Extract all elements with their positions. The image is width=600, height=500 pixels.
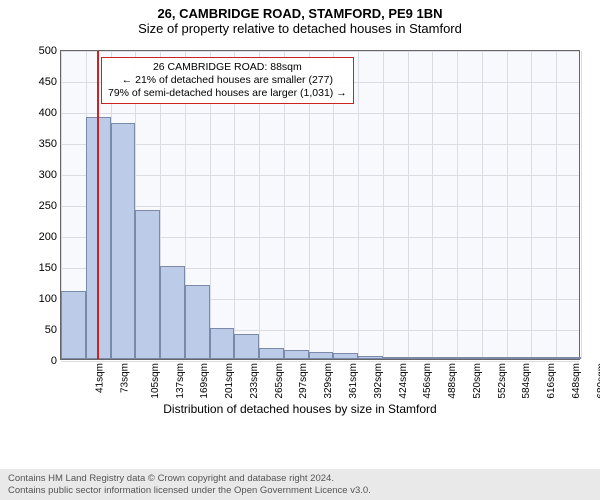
plot-area: 05010015020025030035040045050041sqm73sqm… <box>60 50 580 360</box>
y-tick: 100 <box>39 293 57 305</box>
page-subtitle: Size of property relative to detached ho… <box>0 21 600 36</box>
annot-line3: 79% of semi-detached houses are larger (… <box>108 87 347 100</box>
x-tick: 648sqm <box>571 363 582 399</box>
gridline-v <box>507 51 508 359</box>
x-tick: 488sqm <box>447 363 458 399</box>
annot-line2: ← 21% of detached houses are smaller (27… <box>108 74 347 87</box>
histogram-bar <box>507 357 532 359</box>
x-tick: 265sqm <box>274 363 285 399</box>
gridline-v <box>432 51 433 359</box>
x-tick: 233sqm <box>249 363 260 399</box>
x-tick: 73sqm <box>120 363 131 393</box>
histogram-bar <box>309 352 334 359</box>
gridline-h <box>61 144 579 145</box>
gridline-h <box>61 51 579 52</box>
x-tick: 584sqm <box>521 363 532 399</box>
histogram-bar <box>333 353 358 359</box>
histogram-bar <box>135 210 160 359</box>
x-tick: 137sqm <box>175 363 186 399</box>
x-tick: 41sqm <box>95 363 106 393</box>
y-tick: 200 <box>39 231 57 243</box>
property-marker-line <box>97 51 99 359</box>
gridline-v <box>457 51 458 359</box>
histogram-bar <box>556 357 581 359</box>
annot-line1: 26 CAMBRIDGE ROAD: 88sqm <box>108 61 347 74</box>
histogram-bar <box>383 357 408 359</box>
histogram-bar <box>284 350 309 359</box>
gridline-h <box>61 361 579 362</box>
x-tick: 616sqm <box>546 363 557 399</box>
histogram-bar <box>111 123 136 359</box>
y-tick: 500 <box>39 45 57 57</box>
marker-annotation: 26 CAMBRIDGE ROAD: 88sqm ← 21% of detach… <box>101 57 354 104</box>
gridline-v <box>408 51 409 359</box>
x-tick: 520sqm <box>472 363 483 399</box>
y-tick: 250 <box>39 200 57 212</box>
y-tick: 450 <box>39 76 57 88</box>
x-tick: 329sqm <box>323 363 334 399</box>
histogram-bar <box>160 266 185 359</box>
x-tick: 552sqm <box>497 363 508 399</box>
histogram-bar <box>234 334 259 359</box>
gridline-h <box>61 175 579 176</box>
gridline-v <box>581 51 582 359</box>
x-tick: 169sqm <box>200 363 211 399</box>
x-tick: 105sqm <box>150 363 161 399</box>
histogram-bar <box>61 291 86 359</box>
histogram-chart: Number of detached properties 0501001502… <box>0 42 600 442</box>
page-title: 26, CAMBRIDGE ROAD, STAMFORD, PE9 1BN <box>0 6 600 21</box>
x-tick: 361sqm <box>348 363 359 399</box>
y-tick: 400 <box>39 107 57 119</box>
gridline-v <box>556 51 557 359</box>
histogram-bar <box>531 357 556 359</box>
gridline-v <box>531 51 532 359</box>
footer-line1: Contains HM Land Registry data © Crown c… <box>8 473 592 484</box>
histogram-bar <box>210 328 235 359</box>
y-tick: 50 <box>45 324 57 336</box>
footer-line2: Contains public sector information licen… <box>8 485 592 496</box>
histogram-bar <box>457 357 482 359</box>
header: 26, CAMBRIDGE ROAD, STAMFORD, PE9 1BN Si… <box>0 0 600 36</box>
gridline-h <box>61 206 579 207</box>
gridline-v <box>383 51 384 359</box>
histogram-bar <box>432 357 457 359</box>
x-axis-label: Distribution of detached houses by size … <box>0 402 600 416</box>
x-tick: 680sqm <box>596 363 600 399</box>
histogram-bar <box>259 348 284 359</box>
y-tick: 300 <box>39 169 57 181</box>
gridline-h <box>61 113 579 114</box>
y-tick: 350 <box>39 138 57 150</box>
y-tick: 0 <box>51 355 57 367</box>
x-tick: 201sqm <box>224 363 235 399</box>
x-tick: 456sqm <box>422 363 433 399</box>
histogram-bar <box>408 357 433 359</box>
gridline-v <box>482 51 483 359</box>
histogram-bar <box>185 285 210 359</box>
histogram-bar <box>482 357 507 359</box>
gridline-v <box>358 51 359 359</box>
histogram-bar <box>358 356 383 359</box>
x-tick: 392sqm <box>373 363 384 399</box>
footer: Contains HM Land Registry data © Crown c… <box>0 469 600 500</box>
x-tick: 424sqm <box>398 363 409 399</box>
x-tick: 297sqm <box>299 363 310 399</box>
y-tick: 150 <box>39 262 57 274</box>
